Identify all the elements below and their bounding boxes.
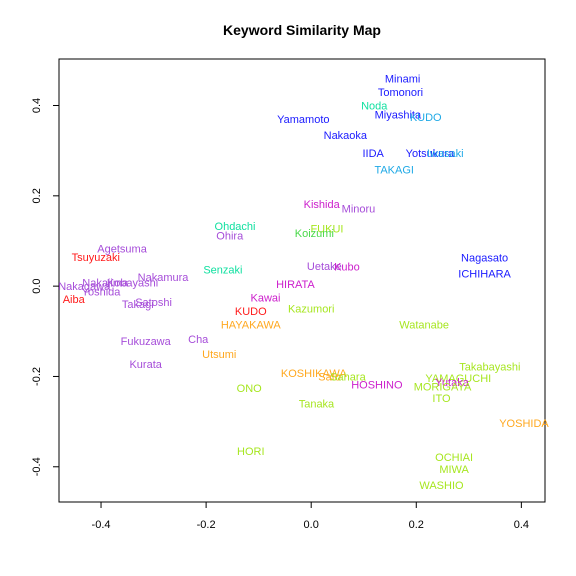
x-tick-label: -0.2 [197,519,216,531]
point-label: Kurata [129,359,162,371]
point-label: ONO [237,383,263,395]
point-label: Minami [385,73,420,85]
point-label: Fukuzawa [121,336,172,348]
point-label: Yamamoto [277,114,329,126]
point-label: Nakagawa [58,281,111,293]
point-label: Kawai [250,292,280,304]
point-label: Agetsuma [97,244,147,256]
point-label: Senzaki [203,264,242,276]
point-label: WASHIO [419,480,464,492]
point-label: Tanaka [299,399,335,411]
point-label: Kubo [334,262,360,274]
point-labels: MinamiTomonoriNodaMiyashitaKUDOYamamotoN… [58,73,549,491]
point-label: Kishida [304,199,341,211]
point-label: HAYAKAWA [221,320,282,332]
point-label: Ohdachi [215,221,256,233]
point-label: Watanabe [399,320,449,332]
point-label: Iwasaki [427,148,464,160]
point-label: Nakaoka [324,130,368,142]
point-label: Yotsukura [406,148,455,160]
point-label: HOSHINO [351,380,403,392]
point-label: Kobayashi [107,278,158,290]
point-label: OCHIAI [435,452,473,464]
point-label: Yoshida [82,287,122,299]
point-label: Takagi [122,299,154,311]
y-tick-label: 0.2 [31,188,43,203]
point-label: Tomonori [378,87,423,99]
point-label: HIRATA [276,279,315,291]
y-tick-label: -0.4 [31,457,43,476]
point-label: Sato [318,371,341,383]
point-label: Cha [188,334,209,346]
y-tick-label: 0.4 [31,98,43,113]
point-label: IIDA [362,148,384,160]
point-label: MORIGAYA [414,381,472,393]
point-label: FUKUI [310,223,343,235]
point-label: Satoshi [135,297,172,309]
point-label: Nakajima [82,278,129,290]
point-label: ITO [432,393,451,405]
point-label: Sahara [330,371,366,383]
point-label: Tsuyuzaki [72,252,120,264]
point-label: MIWA [439,464,469,476]
point-label: HORI [237,446,265,458]
point-label: YOSHIDA [499,418,549,430]
point-label: Utsumi [202,349,236,361]
x-tick-label: -0.4 [92,519,111,531]
point-label: YAMAGUCHI [425,373,491,385]
point-label: Nakamura [138,272,190,284]
point-label: Minoru [342,203,376,215]
point-label: Yutaka [435,377,470,389]
y-tick-label: -0.2 [31,367,43,386]
x-axis: -0.4 -0.2 0.0 0.2 0.4 [92,501,529,531]
point-label: Miyashita [375,110,422,122]
point-label: TAKAGI [374,165,414,177]
x-tick-label: 0.4 [514,519,529,531]
point-label: Uetake [307,261,342,273]
x-tick-label: 0.0 [304,519,319,531]
y-axis: -0.4 -0.2 0.0 0.2 0.4 [31,98,60,476]
chart-title: Keyword Similarity Map [223,22,381,38]
point-label: Noda [361,101,388,113]
point-label: Takabayashi [459,362,520,374]
x-tick-label: 0.2 [409,519,424,531]
point-label: KUDO [235,306,267,318]
point-label: KUDO [410,112,442,124]
y-tick-label: 0.0 [31,278,43,293]
point-label: Nagasato [461,253,508,265]
point-label: ICHIHARA [458,269,511,281]
point-label: Koizumi [295,228,334,240]
point-label: Kazumori [288,304,334,316]
point-label: Ohira [216,231,244,243]
point-label: KOSHIKAWA [281,368,347,380]
point-label: Aiba [63,294,86,306]
